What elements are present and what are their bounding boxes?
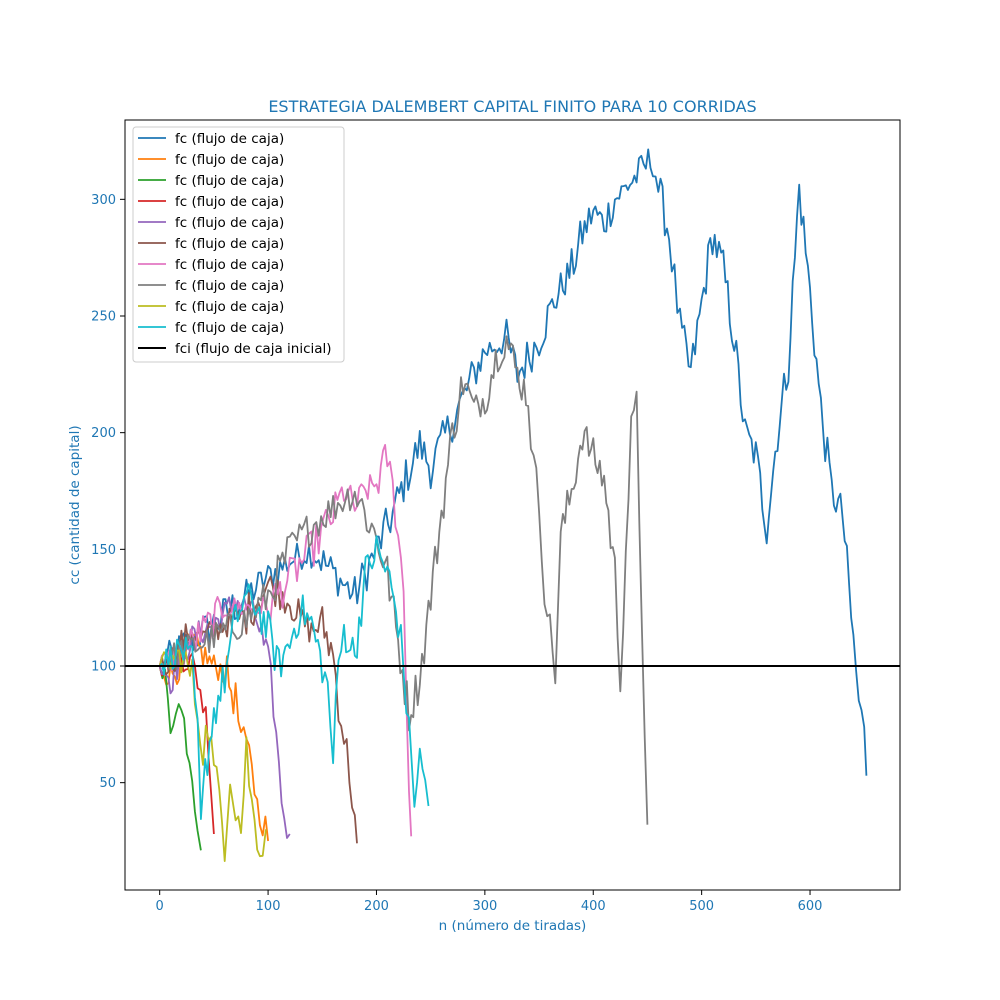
y-tick-label: 150: [91, 543, 116, 558]
series-line-10: [159, 535, 430, 820]
legend-label: fci (flujo de caja inicial): [175, 341, 332, 357]
series-layer: [158, 148, 868, 862]
legend: fc (flujo de caja) fc (flujo de caja) fc (…: [132, 126, 345, 363]
y-tick-label: 300: [91, 193, 116, 208]
plot-frame: [124, 119, 901, 891]
y-tick-label: 100: [91, 660, 116, 675]
chart-title: ESTRATEGIA DALEMBERT CAPITAL FINITO PARA…: [268, 97, 756, 116]
series-line-8: [159, 335, 649, 825]
legend-label: fc (flujo de caja): [175, 173, 284, 189]
x-axis-title: n (número de tiradas): [439, 918, 587, 934]
x-tick-label: 400: [581, 899, 606, 914]
legend-label: fc (flujo de caja): [175, 278, 284, 294]
legend-label: fc (flujo de caja): [175, 131, 284, 147]
series-line-3: [158, 665, 202, 851]
axis-ticks: 0 100 200 300 400 500 600 50 100 150 200 250 300: [91, 193, 822, 914]
legend-label: fc (flujo de caja): [175, 215, 284, 231]
legend-label: fc (flujo de caja): [175, 152, 284, 168]
y-tick-label: 250: [91, 310, 116, 325]
legend-box: [132, 126, 345, 363]
x-tick-label: 0: [156, 899, 164, 914]
series-line-7: [158, 444, 413, 837]
x-tick-label: 200: [364, 899, 389, 914]
x-tick-label: 500: [689, 899, 714, 914]
series-line-1: [158, 148, 868, 776]
x-tick-label: 100: [256, 899, 281, 914]
x-tick-label: 300: [472, 899, 497, 914]
y-axis-title: cc (cantidad de capital): [67, 425, 83, 584]
x-tick-label: 600: [798, 899, 823, 914]
y-tick-label: 50: [99, 776, 116, 791]
legend-label: fc (flujo de caja): [175, 299, 284, 315]
legend-label: fc (flujo de caja): [175, 194, 284, 210]
legend-label: fc (flujo de caja): [175, 320, 284, 336]
legend-label: fc (flujo de caja): [175, 257, 284, 273]
legend-label: fc (flujo de caja): [175, 236, 284, 252]
y-tick-label: 200: [91, 426, 116, 441]
